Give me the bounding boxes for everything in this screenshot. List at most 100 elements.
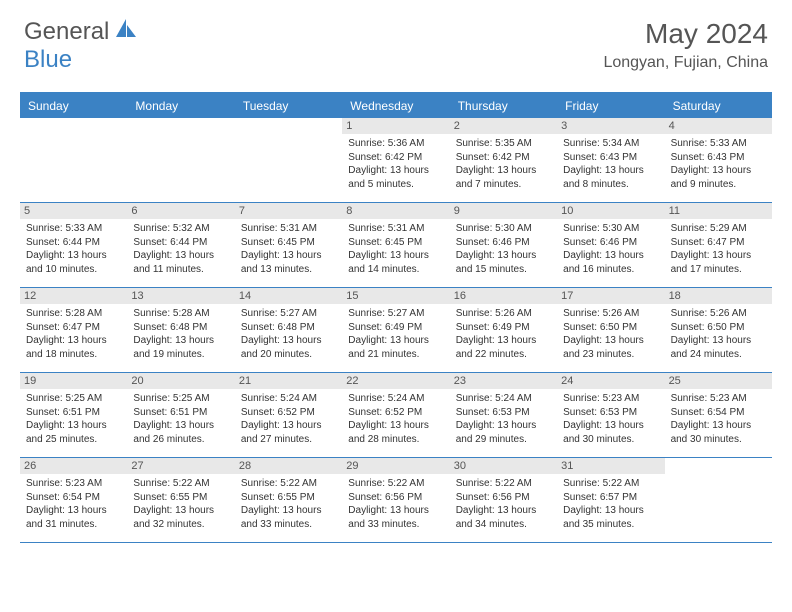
day-header-monday: Monday <box>127 94 234 118</box>
day-cell: 9Sunrise: 5:30 AMSunset: 6:46 PMDaylight… <box>450 203 557 287</box>
empty-cell <box>235 118 342 202</box>
week-row: 1 Sunrise: 5:36 AMSunset: 6:42 PMDaylight… <box>20 118 772 203</box>
day-cell: 27 Sunrise: 5:22 AMSunset: 6:55 PMDayligh… <box>127 458 234 542</box>
day-number: 7 <box>235 203 342 219</box>
day-cell: 13 Sunrise: 5:28 AMSunset: 6:48 PMDayligh… <box>127 288 234 372</box>
day-number: 5 <box>20 203 127 219</box>
day-cell: 24 Sunrise: 5:23 AMSunset: 6:53 PMDayligh… <box>557 373 664 457</box>
day-number: 2 <box>450 118 557 134</box>
day-info: Sunrise: 5:22 AMSunset: 6:55 PMDaylight:… <box>241 477 336 531</box>
day-cell: 11 Sunrise: 5:29 AMSunset: 6:47 PMDayligh… <box>665 203 772 287</box>
location: Longyan, Fujian, China <box>603 54 768 72</box>
weeks-container: 1 Sunrise: 5:36 AMSunset: 6:42 PMDaylight… <box>20 118 772 543</box>
day-cell: 16 Sunrise: 5:26 AMSunset: 6:49 PMDayligh… <box>450 288 557 372</box>
day-number: 22 <box>342 373 449 389</box>
brand-part1: General <box>24 18 109 45</box>
day-info: Sunrise: 5:24 AMSunset: 6:52 PMDaylight:… <box>348 392 443 446</box>
brand-logo: General Blue <box>24 18 138 74</box>
day-cell: 28Sunrise: 5:22 AMSunset: 6:55 PMDayligh… <box>235 458 342 542</box>
day-cell: 19 Sunrise: 5:25 AMSunset: 6:51 PMDayligh… <box>20 373 127 457</box>
day-cell: 15 Sunrise: 5:27 AMSunset: 6:49 PMDayligh… <box>342 288 449 372</box>
day-cell: 14Sunrise: 5:27 AMSunset: 6:48 PMDayligh… <box>235 288 342 372</box>
brand-text: General Blue <box>24 18 138 74</box>
day-cell: 12 Sunrise: 5:28 AMSunset: 6:47 PMDayligh… <box>20 288 127 372</box>
day-number: 3 <box>557 118 664 134</box>
day-info: Sunrise: 5:25 AMSunset: 6:51 PMDaylight:… <box>133 392 228 446</box>
day-info: Sunrise: 5:31 AMSunset: 6:45 PMDaylight:… <box>241 222 336 276</box>
day-number: 26 <box>20 458 127 474</box>
day-info: Sunrise: 5:29 AMSunset: 6:47 PMDaylight:… <box>671 222 766 276</box>
empty-cell <box>665 458 772 542</box>
day-number: 16 <box>450 288 557 304</box>
day-header-tuesday: Tuesday <box>235 94 342 118</box>
day-cell: 20 Sunrise: 5:25 AMSunset: 6:51 PMDayligh… <box>127 373 234 457</box>
day-cell: 18Sunrise: 5:26 AMSunset: 6:50 PMDayligh… <box>665 288 772 372</box>
day-cell: 25Sunrise: 5:23 AMSunset: 6:54 PMDayligh… <box>665 373 772 457</box>
day-info: Sunrise: 5:35 AMSunset: 6:42 PMDaylight:… <box>456 137 551 191</box>
day-info: Sunrise: 5:24 AMSunset: 6:53 PMDaylight:… <box>456 392 551 446</box>
day-info: Sunrise: 5:33 AMSunset: 6:44 PMDaylight:… <box>26 222 121 276</box>
day-header-thursday: Thursday <box>450 94 557 118</box>
day-number: 20 <box>127 373 234 389</box>
day-header-wednesday: Wednesday <box>342 94 449 118</box>
day-cell: 29Sunrise: 5:22 AMSunset: 6:56 PMDayligh… <box>342 458 449 542</box>
day-info: Sunrise: 5:23 AMSunset: 6:53 PMDaylight:… <box>563 392 658 446</box>
day-number: 14 <box>235 288 342 304</box>
day-cell: 7 Sunrise: 5:31 AMSunset: 6:45 PMDaylight… <box>235 203 342 287</box>
day-cell: 5 Sunrise: 5:33 AMSunset: 6:44 PMDaylight… <box>20 203 127 287</box>
day-number: 15 <box>342 288 449 304</box>
day-cell: 30Sunrise: 5:22 AMSunset: 6:56 PMDayligh… <box>450 458 557 542</box>
day-cell: 2 Sunrise: 5:35 AMSunset: 6:42 PMDaylight… <box>450 118 557 202</box>
day-cell: 21 Sunrise: 5:24 AMSunset: 6:52 PMDayligh… <box>235 373 342 457</box>
day-cell: 6Sunrise: 5:32 AMSunset: 6:44 PMDaylight… <box>127 203 234 287</box>
day-info: Sunrise: 5:28 AMSunset: 6:48 PMDaylight:… <box>133 307 228 361</box>
empty-cell <box>127 118 234 202</box>
day-info: Sunrise: 5:27 AMSunset: 6:49 PMDaylight:… <box>348 307 443 361</box>
day-number: 31 <box>557 458 664 474</box>
day-number: 13 <box>127 288 234 304</box>
day-number: 11 <box>665 203 772 219</box>
day-info: Sunrise: 5:36 AMSunset: 6:42 PMDaylight:… <box>348 137 443 191</box>
day-info: Sunrise: 5:28 AMSunset: 6:47 PMDaylight:… <box>26 307 121 361</box>
day-info: Sunrise: 5:30 AMSunset: 6:46 PMDaylight:… <box>563 222 658 276</box>
day-number: 29 <box>342 458 449 474</box>
day-cell: 17Sunrise: 5:26 AMSunset: 6:50 PMDayligh… <box>557 288 664 372</box>
day-number: 17 <box>557 288 664 304</box>
day-number: 4 <box>665 118 772 134</box>
day-cell: 4Sunrise: 5:33 AMSunset: 6:43 PMDaylight… <box>665 118 772 202</box>
day-cell: 23Sunrise: 5:24 AMSunset: 6:53 PMDayligh… <box>450 373 557 457</box>
sail-icon <box>116 19 138 39</box>
week-row: 19 Sunrise: 5:25 AMSunset: 6:51 PMDayligh… <box>20 373 772 458</box>
day-info: Sunrise: 5:25 AMSunset: 6:51 PMDaylight:… <box>26 392 121 446</box>
day-number: 21 <box>235 373 342 389</box>
day-cell: 1 Sunrise: 5:36 AMSunset: 6:42 PMDaylight… <box>342 118 449 202</box>
day-number: 9 <box>450 203 557 219</box>
day-header-saturday: Saturday <box>665 94 772 118</box>
day-cell: 26 Sunrise: 5:23 AMSunset: 6:54 PMDayligh… <box>20 458 127 542</box>
day-number: 18 <box>665 288 772 304</box>
day-number: 19 <box>20 373 127 389</box>
day-number: 24 <box>557 373 664 389</box>
day-info: Sunrise: 5:22 AMSunset: 6:55 PMDaylight:… <box>133 477 228 531</box>
brand-part2: Blue <box>24 46 72 73</box>
day-info: Sunrise: 5:22 AMSunset: 6:56 PMDaylight:… <box>456 477 551 531</box>
day-info: Sunrise: 5:34 AMSunset: 6:43 PMDaylight:… <box>563 137 658 191</box>
day-info: Sunrise: 5:26 AMSunset: 6:49 PMDaylight:… <box>456 307 551 361</box>
day-number: 12 <box>20 288 127 304</box>
day-cell: 3 Sunrise: 5:34 AMSunset: 6:43 PMDaylight… <box>557 118 664 202</box>
day-number: 6 <box>127 203 234 219</box>
day-cell: 10Sunrise: 5:30 AMSunset: 6:46 PMDayligh… <box>557 203 664 287</box>
day-number: 1 <box>342 118 449 134</box>
day-info: Sunrise: 5:24 AMSunset: 6:52 PMDaylight:… <box>241 392 336 446</box>
calendar: SundayMondayTuesdayWednesdayThursdayFrid… <box>20 92 772 543</box>
day-number: 27 <box>127 458 234 474</box>
day-info: Sunrise: 5:22 AMSunset: 6:57 PMDaylight:… <box>563 477 658 531</box>
day-number: 8 <box>342 203 449 219</box>
title-block: May 2024 Longyan, Fujian, China <box>603 18 768 72</box>
day-cell: 22 Sunrise: 5:24 AMSunset: 6:52 PMDayligh… <box>342 373 449 457</box>
day-cell: 31 Sunrise: 5:22 AMSunset: 6:57 PMDayligh… <box>557 458 664 542</box>
day-info: Sunrise: 5:23 AMSunset: 6:54 PMDaylight:… <box>26 477 121 531</box>
day-info: Sunrise: 5:31 AMSunset: 6:45 PMDaylight:… <box>348 222 443 276</box>
day-cell: 8 Sunrise: 5:31 AMSunset: 6:45 PMDaylight… <box>342 203 449 287</box>
week-row: 5 Sunrise: 5:33 AMSunset: 6:44 PMDaylight… <box>20 203 772 288</box>
